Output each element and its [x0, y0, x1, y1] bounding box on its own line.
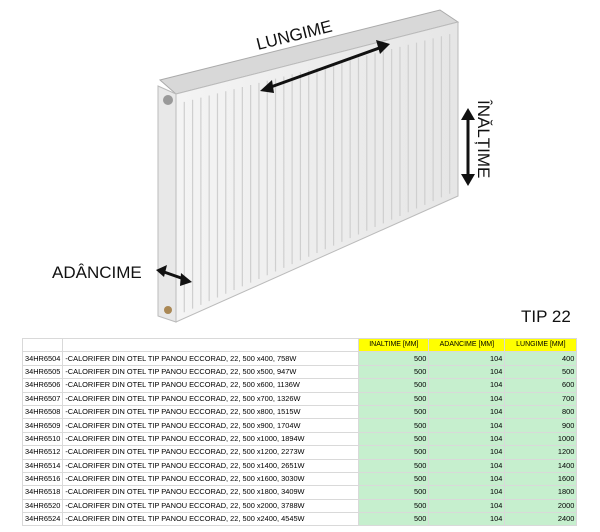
valve	[163, 95, 173, 105]
table-cell: 400	[504, 351, 578, 366]
table-cell: 1600	[504, 471, 578, 487]
depth-label: ADÂNCIME	[52, 263, 142, 282]
table-cell: 34HR6516	[21, 471, 64, 487]
table-cell: 104	[428, 391, 506, 406]
table-cell: 500	[358, 378, 430, 393]
table-cell: 34HR6505	[21, 364, 64, 380]
table-row: 34HR6509 -CALORIFER DIN OTEL TIP PANOU EC…	[21, 418, 578, 433]
table-cell: 104	[428, 498, 506, 514]
table-cell: 34HR6506	[21, 378, 64, 393]
table-row: 34HR6516 -CALORIFER DIN OTEL TIP PANOU EC…	[21, 471, 578, 487]
table-cell: 104	[428, 471, 506, 487]
table-cell: 600	[504, 378, 578, 393]
table-cell: -CALORIFER DIN OTEL TIP PANOU ECCORAD, 2…	[62, 418, 360, 433]
table-cell: 104	[428, 364, 506, 380]
table-cell: 34HR6504	[21, 351, 64, 366]
height-label: ÎNĂLȚIME	[474, 99, 493, 178]
table-row: 34HR6508 -CALORIFER DIN OTEL TIP PANOU EC…	[21, 404, 578, 420]
table-cell: -CALORIFER DIN OTEL TIP PANOU ECCORAD, 2…	[62, 512, 360, 527]
table-cell: 500	[358, 431, 430, 447]
table-cell: -CALORIFER DIN OTEL TIP PANOU ECCORAD, 2…	[62, 445, 360, 460]
table-cell: 34HR6508	[21, 404, 64, 420]
table-cell: 2400	[504, 512, 578, 527]
table-cell: 34HR6514	[21, 458, 64, 473]
table-cell: 500	[504, 364, 578, 380]
table-cell: -CALORIFER DIN OTEL TIP PANOU ECCORAD, 2…	[62, 431, 360, 447]
table-cell: -CALORIFER DIN OTEL TIP PANOU ECCORAD, 2…	[62, 498, 360, 514]
table-cell: 500	[358, 404, 430, 420]
table-row: 34HR6514 -CALORIFER DIN OTEL TIP PANOU EC…	[21, 458, 578, 473]
table-cell: 104	[428, 378, 506, 393]
table-cell: 34HR6520	[21, 498, 64, 514]
table-cell: 34HR6509	[21, 418, 64, 433]
table-row: 34HR6512 -CALORIFER DIN OTEL TIP PANOU EC…	[21, 445, 578, 460]
table-cell: 500	[358, 512, 430, 527]
table-cell: -CALORIFER DIN OTEL TIP PANOU ECCORAD, 2…	[62, 378, 360, 393]
table-cell: -CALORIFER DIN OTEL TIP PANOU ECCORAD, 2…	[62, 471, 360, 487]
table-cell: ADANCIME [MM]	[428, 337, 506, 353]
table-cell: 1000	[504, 431, 578, 447]
table-row: 34HR6505 -CALORIFER DIN OTEL TIP PANOU EC…	[21, 364, 578, 380]
table-cell: 1800	[504, 485, 578, 500]
table-row: 34HR6524 -CALORIFER DIN OTEL TIP PANOU EC…	[21, 512, 578, 527]
table-cell: 104	[428, 445, 506, 460]
table-cell: 500	[358, 498, 430, 514]
table-cell: -CALORIFER DIN OTEL TIP PANOU ECCORAD, 2…	[62, 485, 360, 500]
table-row: 34HR6507 -CALORIFER DIN OTEL TIP PANOU EC…	[21, 391, 578, 406]
table-cell: 1200	[504, 445, 578, 460]
table-cell: 34HR6524	[21, 512, 64, 527]
table-cell: 104	[428, 485, 506, 500]
table-row: 34HR6504 -CALORIFER DIN OTEL TIP PANOU EC…	[21, 351, 578, 366]
valve	[164, 306, 172, 314]
table-cell: 34HR6518	[21, 485, 64, 500]
table-cell: 500	[358, 445, 430, 460]
table-cell: 700	[504, 391, 578, 406]
radiator-illustration: LUNGIME ÎNĂLȚIME ADÂNCIME TIP 22	[52, 9, 571, 326]
table-cell: 500	[358, 351, 430, 366]
table-row: 34HR6506 -CALORIFER DIN OTEL TIP PANOU EC…	[21, 378, 578, 393]
table-cell: 500	[358, 471, 430, 487]
product-table: INALTIME [MM] ADANCIME [MM] LUNGIME [MM] 34…	[21, 337, 578, 527]
table-cell: 104	[428, 404, 506, 420]
table-cell: 34HR6512	[21, 445, 64, 460]
radiator-side	[157, 85, 177, 323]
table-cell: LUNGIME [MM]	[504, 337, 578, 353]
table-cell: 500	[358, 458, 430, 473]
table-row: 34HR6518 -CALORIFER DIN OTEL TIP PANOU EC…	[21, 485, 578, 500]
table-cell: 500	[358, 364, 430, 380]
dimension-arrows	[156, 40, 475, 286]
table-cell: 104	[428, 512, 506, 527]
table-cell: -CALORIFER DIN OTEL TIP PANOU ECCORAD, 2…	[62, 351, 360, 366]
table-cell: INALTIME [MM]	[358, 337, 430, 353]
table-cell: 900	[504, 418, 578, 433]
table-cell: 500	[358, 391, 430, 406]
table-cell: -CALORIFER DIN OTEL TIP PANOU ECCORAD, 2…	[62, 458, 360, 473]
table-cell: 104	[428, 431, 506, 447]
table-cell: 500	[358, 418, 430, 433]
table-cell: -CALORIFER DIN OTEL TIP PANOU ECCORAD, 2…	[62, 364, 360, 380]
table-row: 34HR6510 -CALORIFER DIN OTEL TIP PANOU EC…	[21, 431, 578, 447]
table-cell: 104	[428, 458, 506, 473]
table-cell: 34HR6510	[21, 431, 64, 447]
table-cell: 104	[428, 351, 506, 366]
header-row: INALTIME [MM] ADANCIME [MM] LUNGIME [MM]	[21, 337, 578, 353]
table-cell: 104	[428, 418, 506, 433]
table-cell: 34HR6507	[21, 391, 64, 406]
table-cell: -CALORIFER DIN OTEL TIP PANOU ECCORAD, 2…	[62, 391, 360, 406]
table-cell: 800	[504, 404, 578, 420]
table-cell: -CALORIFER DIN OTEL TIP PANOU ECCORAD, 2…	[62, 404, 360, 420]
table-row: 34HR6520 -CALORIFER DIN OTEL TIP PANOU EC…	[21, 498, 578, 514]
type-label: TIP 22	[521, 307, 571, 326]
empty-cell	[62, 337, 360, 353]
table-cell: 2000	[504, 498, 578, 514]
empty-cell	[21, 337, 64, 353]
table-cell: 1400	[504, 458, 578, 473]
table-cell: 500	[358, 485, 430, 500]
